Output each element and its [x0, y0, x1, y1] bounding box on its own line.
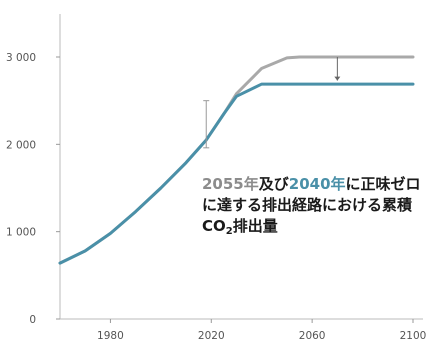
y-tick-label: 2 000 [6, 139, 36, 151]
y-tick-label: 1 000 [6, 227, 36, 239]
annotation-subscript: 2 [225, 226, 233, 237]
y-tick-label: 3 000 [6, 52, 36, 64]
x-tick-label: 2100 [400, 330, 427, 342]
annotation-text: に正味ゼロに達する排出経路における累積CO [202, 175, 421, 235]
x-tick-label: 2020 [198, 330, 225, 342]
series [58, 55, 415, 265]
axes [59, 14, 423, 320]
annotation-year-2040: 2040年 [288, 175, 346, 193]
arrow-head [334, 76, 341, 81]
y-tick-label: 0 [29, 314, 36, 326]
annotation-text-end: 排出量 [232, 217, 278, 235]
x-tick-label: 1980 [97, 330, 124, 342]
series-line-2 [58, 82, 415, 265]
x-tick-label: 2060 [299, 330, 326, 342]
annotation-year-2055: 2055年 [202, 175, 259, 193]
annotation-and: 及び [258, 175, 289, 193]
chart-annotation: 2055年及び2040年に正味ゼロに達する排出経路における累積CO2排出量 [202, 174, 424, 242]
ticks: 0 1 000 2 000 3 000 1980 2020 2060 2100 [6, 52, 426, 342]
